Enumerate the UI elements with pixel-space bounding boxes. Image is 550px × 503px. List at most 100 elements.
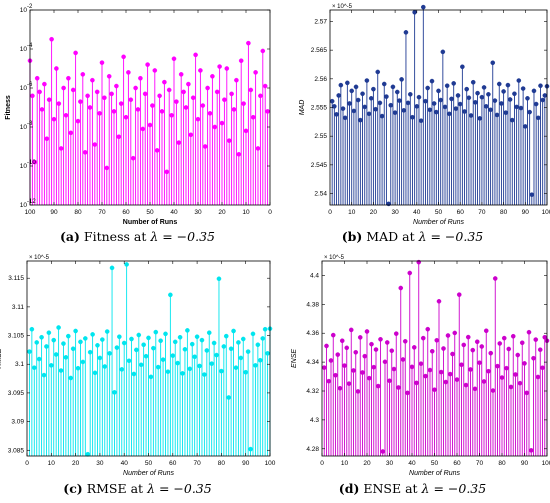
x-tick-label: 20 xyxy=(72,460,80,467)
stem-marker xyxy=(109,265,115,271)
stem-marker xyxy=(190,95,196,101)
stem-marker xyxy=(468,113,474,118)
stem-marker xyxy=(375,69,381,75)
stem-marker xyxy=(444,83,450,89)
stem-marker xyxy=(126,358,132,364)
stem-marker xyxy=(187,366,193,372)
stem-marker xyxy=(457,101,463,107)
stem-marker xyxy=(412,9,417,15)
stem-marker xyxy=(46,97,52,102)
stem-marker xyxy=(234,77,239,83)
stem-marker xyxy=(512,91,517,97)
stem-marker xyxy=(82,150,88,155)
stem-marker xyxy=(418,118,424,123)
x-tick-label: 10 xyxy=(48,460,56,467)
stem-marker xyxy=(366,111,372,117)
x-tick-label: 60 xyxy=(453,460,461,467)
stem-marker xyxy=(238,355,244,361)
stem-marker xyxy=(509,117,515,123)
stem-marker xyxy=(147,122,153,128)
stem-marker xyxy=(80,359,86,365)
stem-marker xyxy=(364,78,370,83)
stem-marker xyxy=(170,353,176,358)
stem-marker xyxy=(182,347,188,352)
stem-marker xyxy=(420,335,426,341)
x-tick-label: 70 xyxy=(193,460,201,467)
stem-marker xyxy=(533,337,539,342)
stem-marker xyxy=(157,93,162,99)
x-tick-label: 40 xyxy=(170,209,178,216)
stem-marker xyxy=(229,91,234,97)
stem-marker xyxy=(421,4,426,10)
stem-marker xyxy=(362,104,368,110)
stem-marker xyxy=(423,98,428,104)
stem-marker xyxy=(176,140,182,145)
stem-marker xyxy=(353,349,359,355)
stem-marker xyxy=(129,336,134,342)
stem-marker xyxy=(434,109,439,115)
x-tick-label: 70 xyxy=(476,460,484,467)
stem-marker xyxy=(87,105,93,110)
stem-marker xyxy=(192,354,197,360)
x-axis-label: Number of Runs xyxy=(413,219,464,226)
stem-marker xyxy=(140,126,146,132)
stem-marker xyxy=(524,390,530,396)
stem-marker xyxy=(358,117,363,123)
stem-marker xyxy=(505,82,511,88)
stem-marker xyxy=(465,334,471,340)
stem-marker xyxy=(355,97,361,103)
stem-marker xyxy=(231,328,236,334)
stem-marker xyxy=(438,97,443,103)
stem-marker xyxy=(169,113,174,118)
stem-marker xyxy=(423,373,428,379)
stem-marker xyxy=(133,85,138,91)
stem-marker xyxy=(357,335,363,340)
stem-marker xyxy=(97,111,102,116)
stem-marker xyxy=(188,132,194,138)
stem-marker xyxy=(344,345,350,351)
stem-marker xyxy=(494,112,500,118)
stem-marker xyxy=(472,386,478,392)
stem-marker xyxy=(85,93,90,99)
stem-marker xyxy=(46,330,52,335)
stem-marker xyxy=(102,95,107,101)
stem-marker xyxy=(210,74,215,79)
x-tick-label: 40 xyxy=(413,209,421,216)
stem-marker xyxy=(429,348,435,354)
stem-marker xyxy=(97,355,103,361)
stem-marker xyxy=(418,361,424,366)
stem-marker xyxy=(486,92,491,97)
stem-marker xyxy=(335,352,341,357)
chart-panel-ense: 0 10 20 30 40 50 60 70 80 90 100 4.28 4.3 4.32 4.34 4.3… xyxy=(275,251,550,503)
stem-marker xyxy=(463,382,469,388)
stem-marker xyxy=(527,109,532,115)
stem-marker xyxy=(393,331,399,336)
stem-marker xyxy=(348,327,354,333)
stem-marker xyxy=(180,371,185,376)
stem-marker xyxy=(54,66,59,71)
stem-marker xyxy=(241,101,246,106)
y-tick-exponent: -6 xyxy=(27,82,33,88)
x-tick-label: 0 xyxy=(268,209,272,216)
stem-marker xyxy=(346,381,352,386)
stem-marker xyxy=(488,107,493,113)
x-tick-label: 50 xyxy=(145,460,153,467)
stem-marker xyxy=(470,347,476,353)
y-tick-label: 3.1 xyxy=(15,361,24,368)
stem-marker xyxy=(226,138,232,143)
stem-marker xyxy=(371,364,377,370)
stem-marker xyxy=(371,86,376,92)
stem-marker xyxy=(162,79,167,85)
x-axis-label: Number of Runs xyxy=(123,470,174,477)
y-tick-label: 3.09 xyxy=(11,419,24,426)
stem-marker xyxy=(138,362,144,368)
stem-marker xyxy=(531,88,537,94)
stem-marker xyxy=(329,98,335,104)
stem-marker xyxy=(522,361,527,366)
stem-marker xyxy=(152,68,158,73)
stem-marker xyxy=(533,101,539,107)
y-tick-label: 4.34 xyxy=(306,359,319,366)
stem-marker xyxy=(83,336,88,341)
stem-marker xyxy=(255,146,261,151)
stem-marker xyxy=(202,144,208,149)
